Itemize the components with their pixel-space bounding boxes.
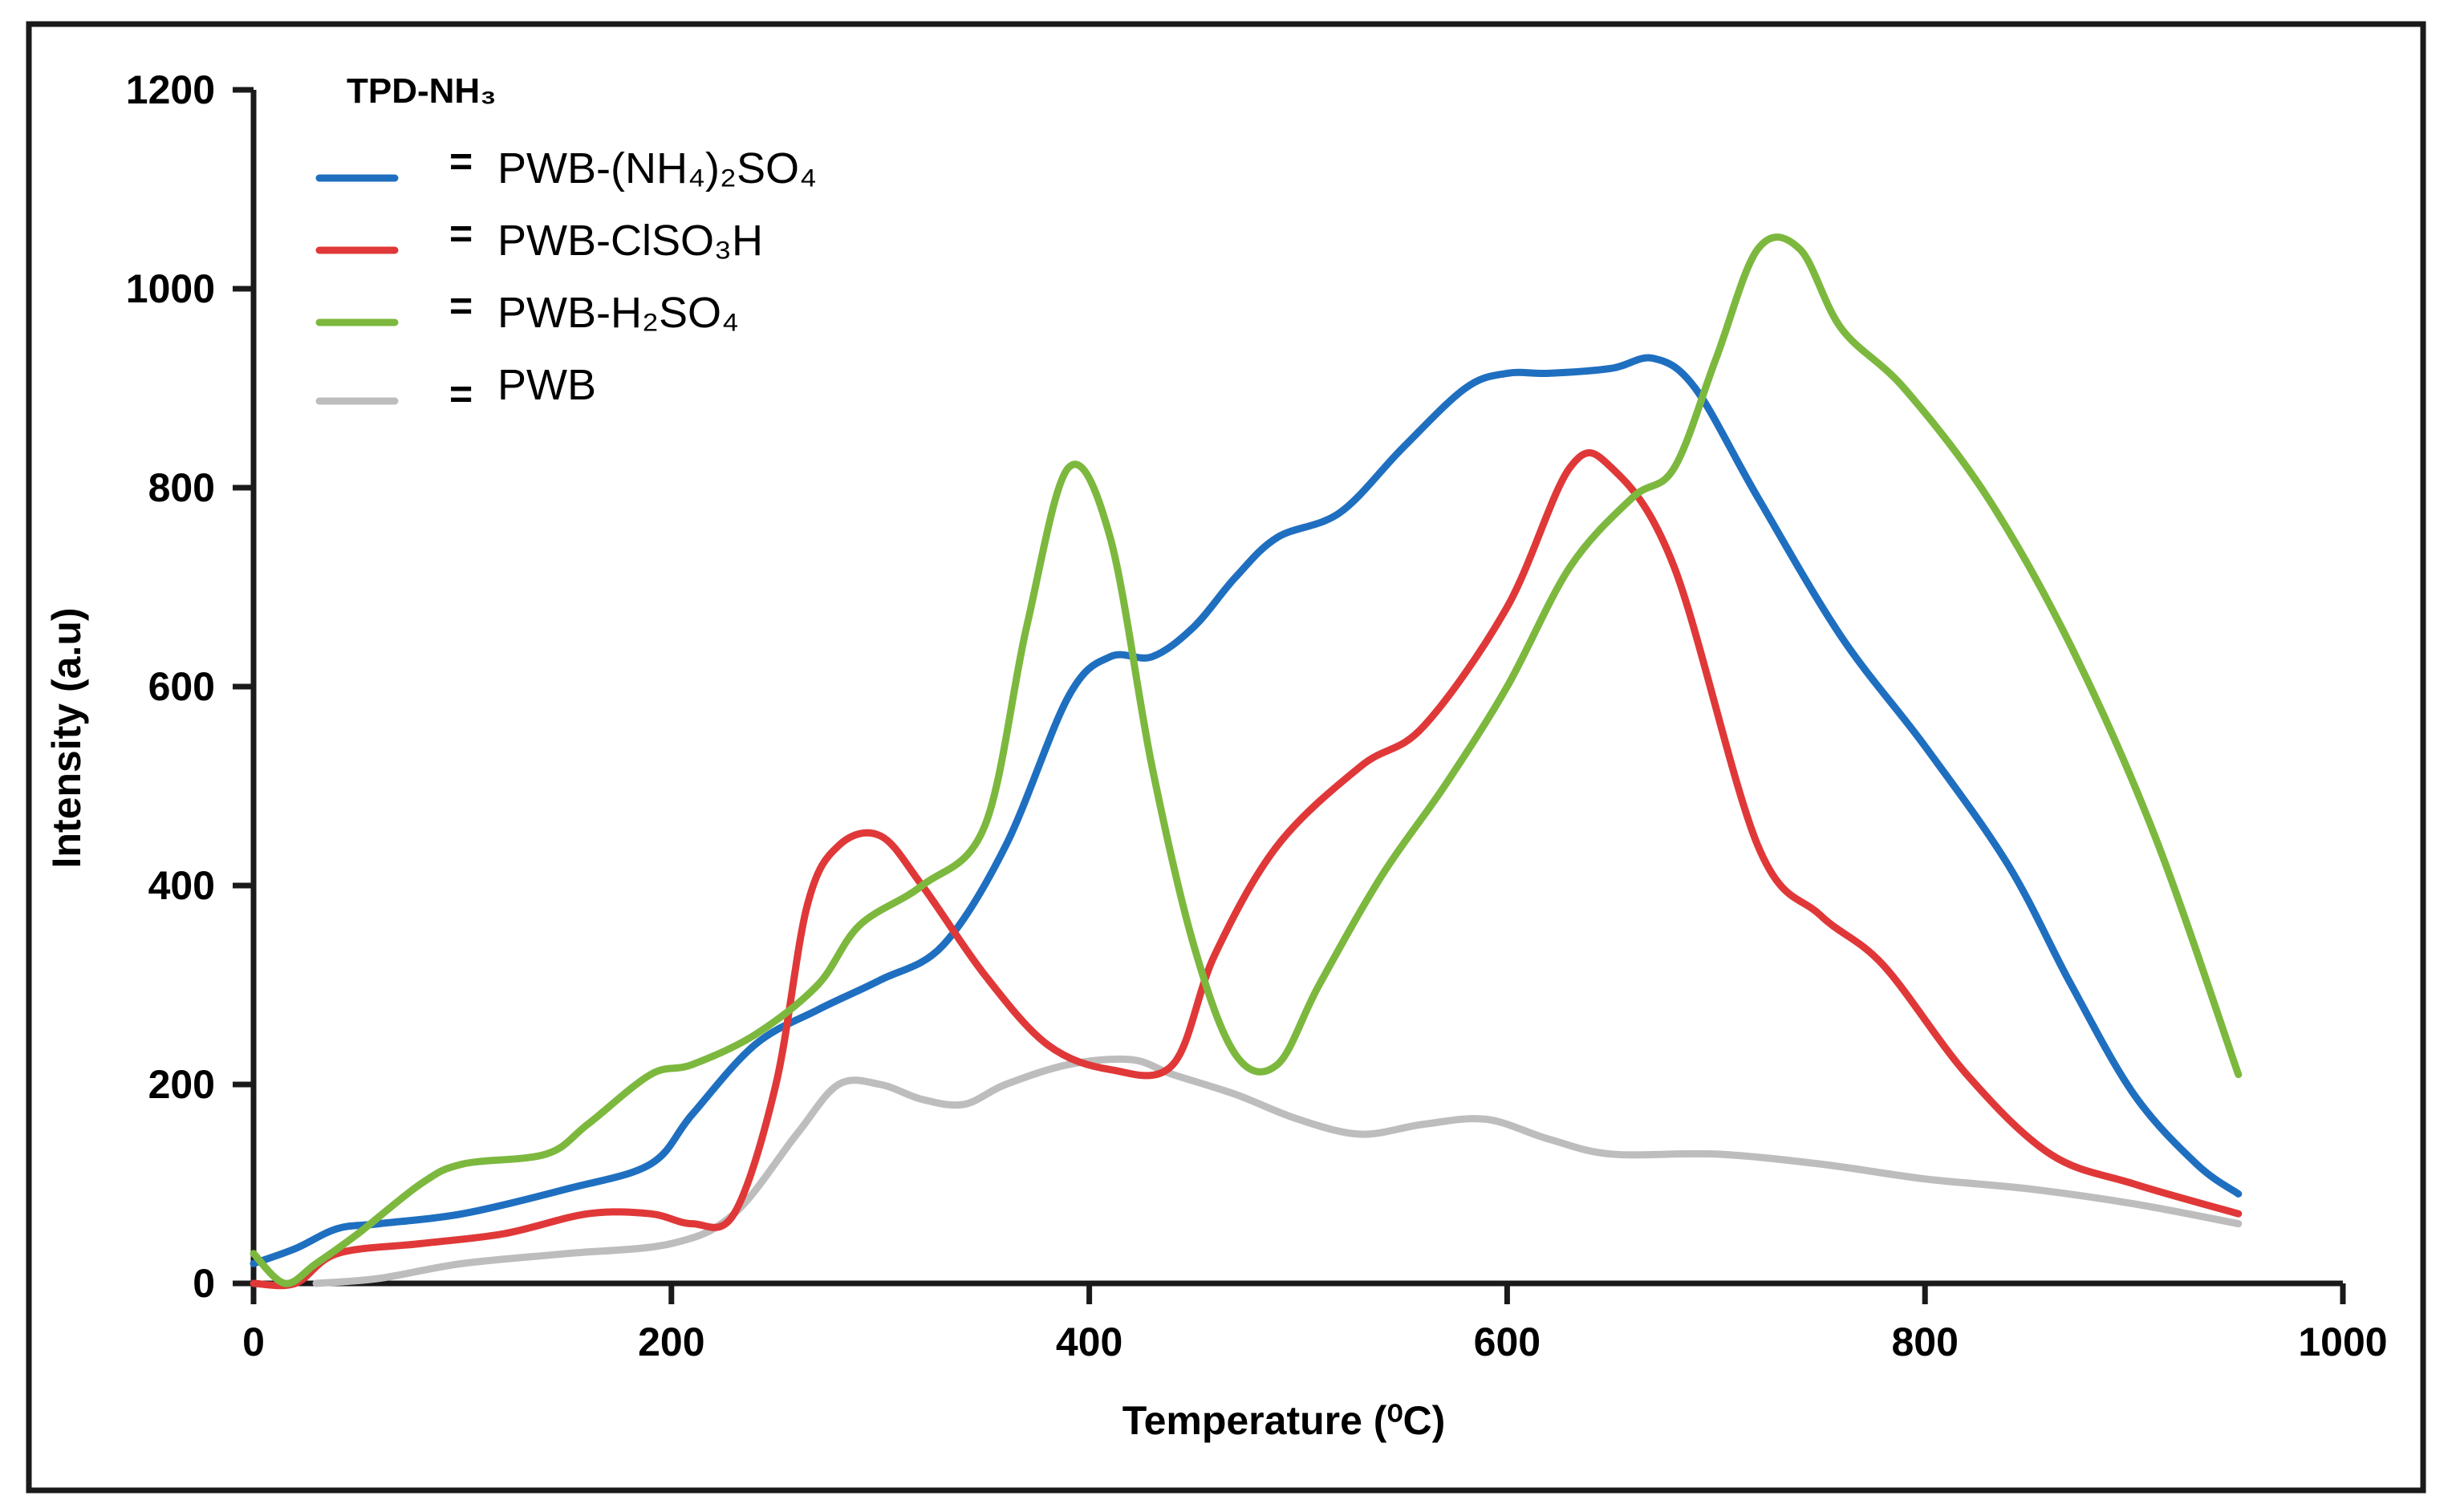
legend-label: PWB-(NH₄)₂SO₄ bbox=[497, 144, 817, 193]
y-tick-label: 200 bbox=[148, 1062, 215, 1107]
legend-equals: = bbox=[449, 283, 473, 328]
y-axis-title: Intensity (a.u) bbox=[44, 607, 89, 868]
legend-entry: = PWB bbox=[315, 361, 596, 416]
x-ticks: 0 200 400 600 800 1000 bbox=[242, 1283, 2388, 1364]
y-tick-label: 800 bbox=[148, 465, 215, 510]
x-tick-label: 200 bbox=[638, 1319, 704, 1364]
series-line-0 bbox=[250, 354, 2243, 1267]
legend-entry: = PWB-H₂SO₄ bbox=[315, 283, 739, 337]
x-tick-label: 800 bbox=[1891, 1319, 1958, 1364]
x-tick-label: 600 bbox=[1474, 1319, 1541, 1364]
x-tick-label: 400 bbox=[1056, 1319, 1122, 1364]
y-ticks: 0 200 400 600 800 1000 1200 bbox=[126, 67, 254, 1306]
legend-label: PWB bbox=[497, 361, 596, 409]
legend-entry: = PWB-ClSO₃H bbox=[315, 211, 763, 265]
y-tick-label: 0 bbox=[193, 1261, 215, 1306]
y-tick-label: 1200 bbox=[126, 67, 215, 112]
legend-entries: = PWB-(NH₄)₂SO₄ = PWB-ClSO₃H = PWB-H₂SO₄ = PWB bbox=[315, 139, 817, 416]
x-tick-label: 0 bbox=[242, 1319, 265, 1364]
legend-label: PWB-ClSO₃H bbox=[497, 217, 763, 265]
legend: TPD-NH₃ = PWB-(NH₄)₂SO₄ = PWB-ClSO₃H = PWB-H₂… bbox=[315, 71, 817, 416]
legend-entry: = PWB-(NH₄)₂SO₄ bbox=[315, 139, 817, 193]
legend-title: TPD-NH₃ bbox=[347, 71, 497, 111]
y-tick-label: 600 bbox=[148, 664, 215, 709]
series-group bbox=[250, 233, 2243, 1290]
legend-label: PWB-H₂SO₄ bbox=[497, 289, 739, 337]
legend-equals: = bbox=[449, 211, 473, 256]
legend-equals: = bbox=[449, 371, 473, 416]
x-axis-title: Temperature (⁰C) bbox=[1122, 1398, 1446, 1443]
y-tick-label: 400 bbox=[148, 863, 215, 908]
series-line-3 bbox=[312, 1055, 2243, 1287]
series-line-1 bbox=[250, 449, 2243, 1290]
x-tick-label: 1000 bbox=[2298, 1319, 2387, 1364]
legend-equals: = bbox=[449, 139, 473, 184]
series-line-2 bbox=[250, 233, 2243, 1287]
y-tick-label: 1000 bbox=[126, 266, 215, 311]
figure-border bbox=[26, 21, 2426, 1494]
